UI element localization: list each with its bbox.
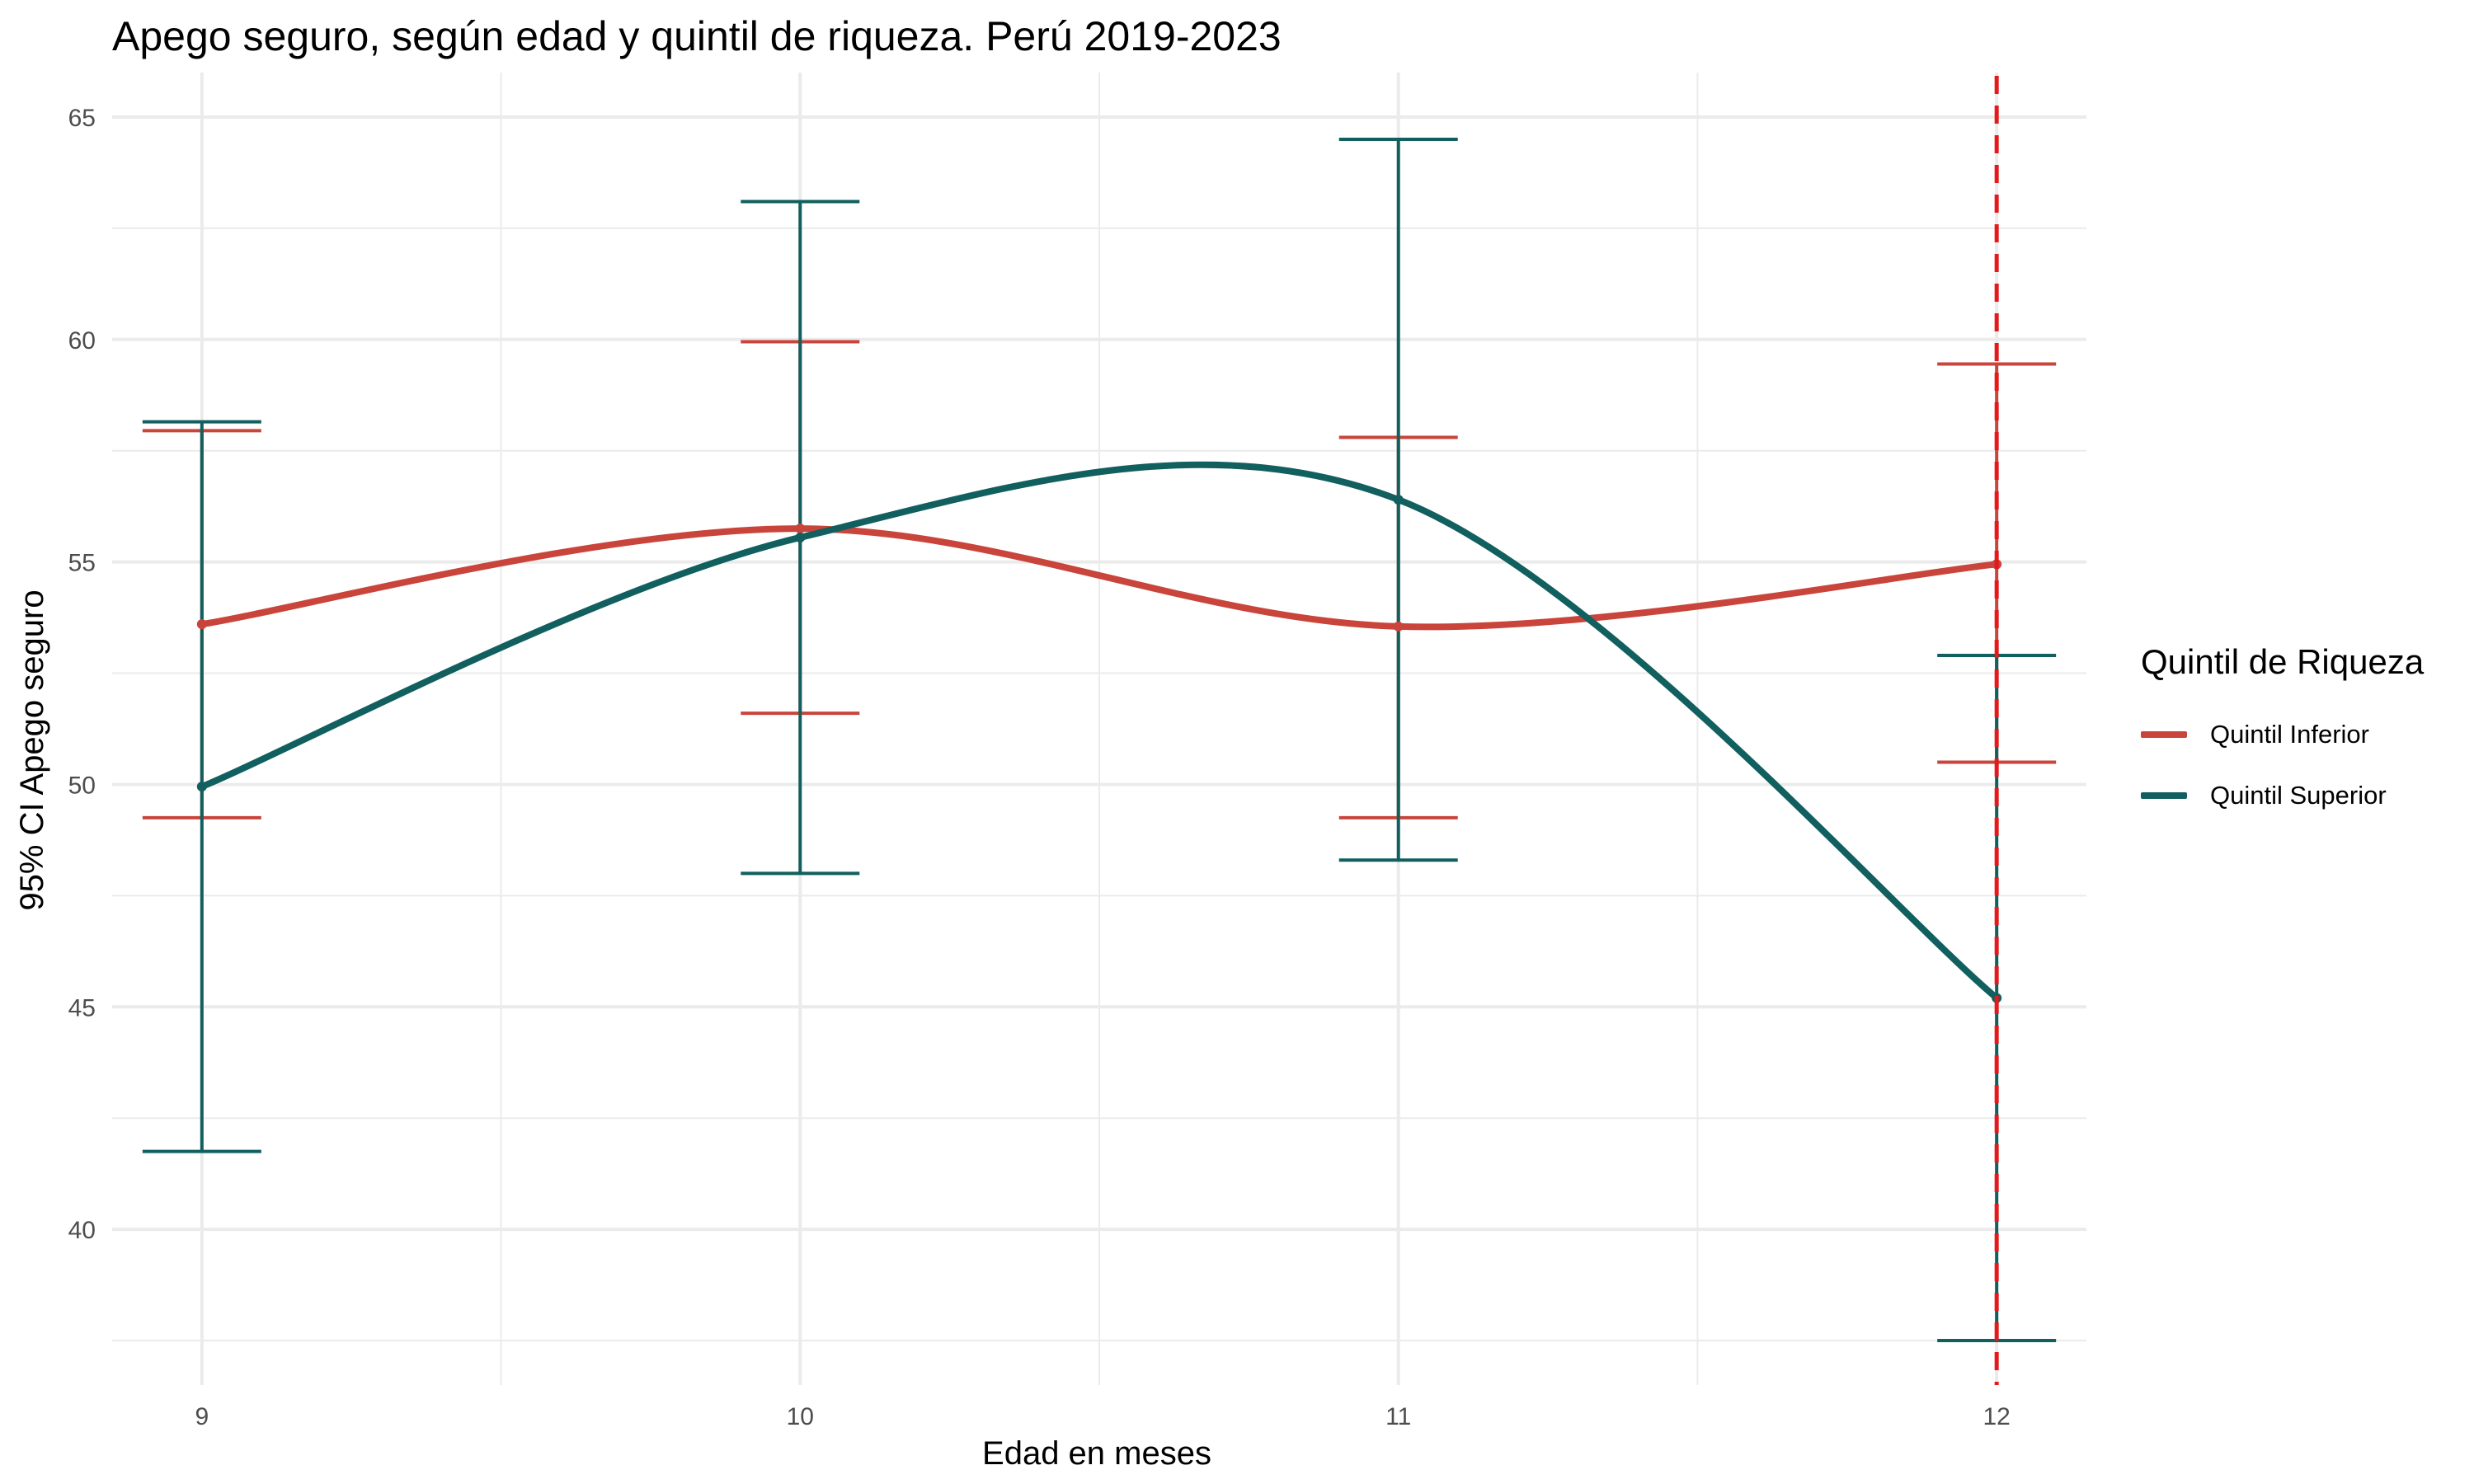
y-tick-label: 60: [68, 327, 96, 355]
y-tick-label: 40: [68, 1217, 96, 1244]
data-point: [1393, 495, 1404, 505]
legend: Quintil de Riqueza Quintil Inferior Quint…: [2141, 641, 2424, 826]
y-tick-label: 55: [68, 550, 96, 577]
legend-title: Quintil de Riqueza: [2141, 642, 2425, 681]
y-tick-label: 45: [68, 994, 96, 1021]
x-tick-label: 12: [1982, 1403, 2010, 1430]
x-axis-title: Edad en meses: [982, 1435, 1211, 1472]
grid-lines: [112, 73, 2086, 1385]
series-line-quintil-superior: [198, 461, 2001, 1002]
series-line-quintil-inferior: [198, 525, 2001, 631]
legend-item-quintil-superior: Quintil Superior: [2141, 765, 2424, 826]
legend-key-quintil-superior: [2141, 792, 2187, 799]
data-point: [795, 532, 806, 542]
data-point: [196, 782, 207, 792]
y-axis-title: 95% CI Apego seguro: [14, 589, 50, 910]
y-tick-label: 50: [68, 772, 96, 799]
x-tick-label: 9: [195, 1403, 209, 1430]
legend-item-quintil-inferior: Quintil Inferior: [2141, 704, 2424, 765]
legend-label: Quintil Superior: [2210, 781, 2387, 810]
data-point: [196, 619, 207, 630]
chart-title: Apego seguro, según edad y quintil de ri…: [112, 13, 1282, 59]
x-tick-label: 10: [787, 1403, 814, 1430]
axis-labels: 40 45 50 55 60 65 9 10 11 12: [68, 105, 2011, 1430]
legend-label: Quintil Inferior: [2210, 720, 2369, 749]
series-lines: [198, 461, 2001, 1002]
data-point: [1393, 621, 1404, 632]
x-tick-label: 11: [1385, 1403, 1411, 1430]
legend-key-quintil-inferior: [2141, 731, 2187, 738]
legend-items: Quintil Inferior Quintil Superior: [2141, 704, 2424, 826]
data-point: [795, 524, 806, 534]
y-tick-label: 65: [68, 105, 96, 132]
